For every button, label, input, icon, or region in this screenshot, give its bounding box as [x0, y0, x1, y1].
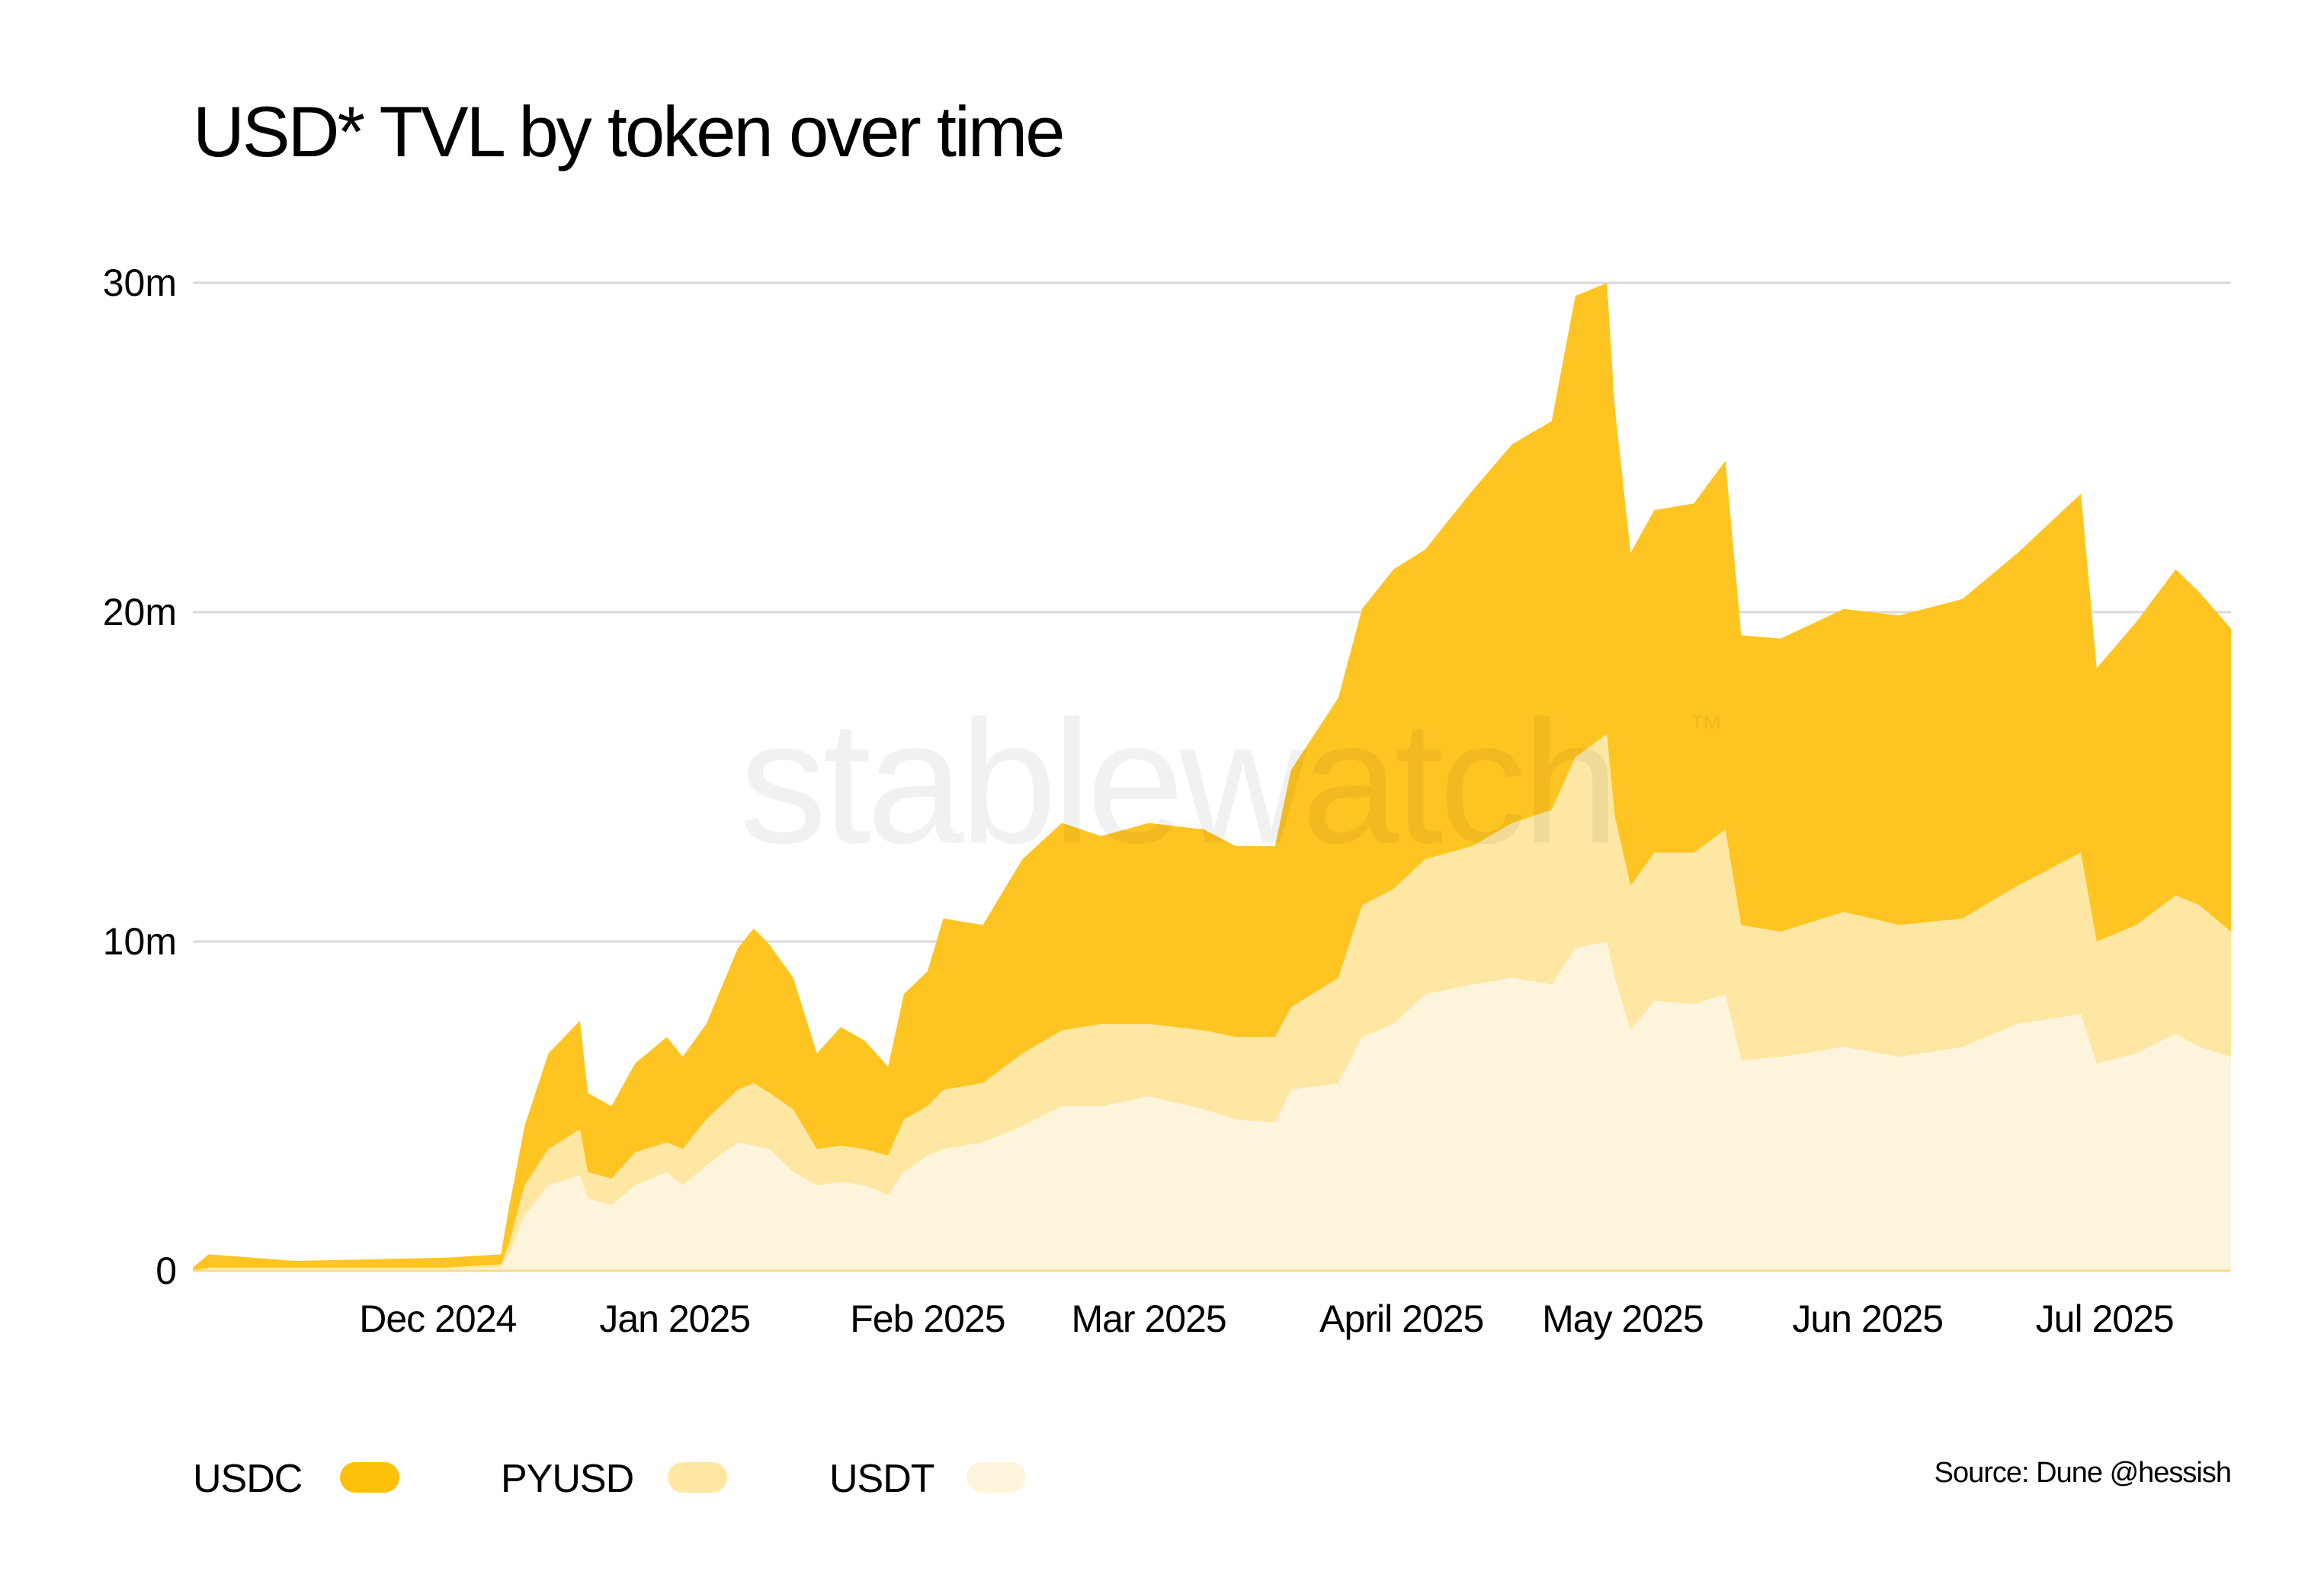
- x-tick-label: Feb 2025: [850, 1297, 1005, 1340]
- stacked-areas: [193, 283, 2231, 1272]
- area-usdt: [193, 941, 2231, 1271]
- chart-title: USD* TVL by token over time: [193, 91, 1063, 172]
- x-tick-label: Jul 2025: [2036, 1297, 2174, 1340]
- legend-item-pyusd: PYUSD: [501, 1457, 727, 1501]
- x-tick-label: Jan 2025: [599, 1297, 750, 1340]
- y-tick-label: 30m: [103, 261, 177, 304]
- legend-item-usdt: USDT: [829, 1457, 1026, 1501]
- x-tick-label: May 2025: [1542, 1297, 1704, 1340]
- legend-swatch: [668, 1462, 727, 1493]
- legend-swatch: [966, 1462, 1026, 1493]
- x-tick-label: Dec 2024: [359, 1297, 516, 1340]
- x-tick-label: April 2025: [1319, 1297, 1483, 1340]
- y-tick-label: 0: [155, 1249, 177, 1292]
- legend-item-usdc: USDC: [193, 1457, 399, 1501]
- y-tick-label: 20m: [103, 591, 177, 634]
- x-tick-label: Mar 2025: [1071, 1297, 1226, 1340]
- watermark-text: stablewatch: [739, 684, 1615, 880]
- legend-label: USDT: [829, 1457, 934, 1501]
- x-axis-ticks: Dec 2024 Jan 2025 Feb 2025 Mar 2025 April 20…: [359, 1297, 2174, 1340]
- y-tick-label: 10m: [103, 920, 177, 963]
- source-note: Source: Dune @hessish: [1935, 1457, 2231, 1489]
- watermark-trademark: ™: [1688, 707, 1723, 747]
- x-tick-label: Jun 2025: [1792, 1297, 1943, 1340]
- legend-swatch: [340, 1462, 399, 1493]
- legend-label: PYUSD: [501, 1457, 633, 1501]
- legend: USDC PYUSD USDT: [193, 1457, 1026, 1501]
- y-axis-ticks: 0 10m 20m 30m: [103, 261, 177, 1292]
- watermark: stablewatch ™: [739, 684, 1723, 880]
- legend-label: USDC: [193, 1457, 302, 1501]
